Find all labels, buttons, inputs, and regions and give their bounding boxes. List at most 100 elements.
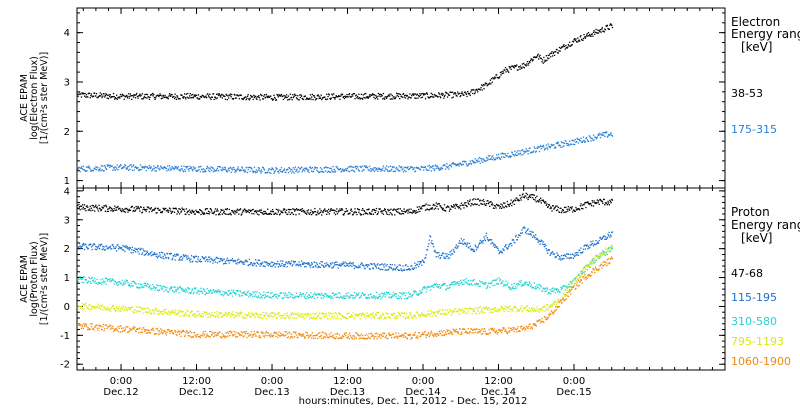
data-point <box>121 93 123 95</box>
data-point <box>344 95 346 97</box>
data-point <box>360 313 362 315</box>
data-point <box>529 282 531 284</box>
data-point <box>496 204 498 206</box>
data-point <box>145 311 147 313</box>
data-point <box>501 71 503 73</box>
data-point <box>102 309 104 311</box>
data-point <box>468 200 471 202</box>
data-point <box>329 262 332 264</box>
data-point <box>513 282 515 285</box>
y-tick-label: 4 <box>64 28 70 39</box>
data-point <box>256 296 259 299</box>
data-point <box>175 207 177 209</box>
data-point <box>144 250 146 252</box>
data-point <box>185 288 187 290</box>
data-point <box>314 96 316 98</box>
data-point <box>379 93 381 95</box>
data-point <box>293 95 295 97</box>
data-point <box>311 263 313 265</box>
data-point <box>480 160 483 162</box>
data-point <box>188 213 190 216</box>
data-point <box>402 93 405 95</box>
data-point <box>365 212 367 214</box>
data-point <box>474 161 476 163</box>
data-point <box>596 243 598 245</box>
data-point <box>105 277 108 280</box>
data-point <box>481 240 483 242</box>
data-point <box>122 209 125 211</box>
data-point <box>487 285 489 287</box>
data-point <box>275 167 277 169</box>
data-point <box>123 98 125 100</box>
data-point <box>279 292 281 294</box>
data-point <box>201 256 203 258</box>
data-point <box>271 265 273 268</box>
data-point <box>377 213 379 215</box>
data-point <box>181 167 183 170</box>
data-point <box>382 264 385 266</box>
data-point <box>259 209 261 211</box>
data-point <box>268 314 271 317</box>
data-point <box>207 316 210 318</box>
data-point <box>351 169 354 171</box>
data-point <box>546 146 548 149</box>
data-point <box>287 294 289 296</box>
data-point <box>604 204 606 206</box>
data-point <box>199 209 201 211</box>
data-point <box>167 211 169 213</box>
data-point <box>363 93 366 95</box>
data-point <box>572 143 575 145</box>
data-point <box>583 272 585 274</box>
data-point <box>298 99 300 101</box>
data-point <box>609 133 612 135</box>
data-point <box>175 289 177 291</box>
data-point <box>484 203 486 205</box>
data-point <box>343 214 345 216</box>
data-point <box>298 170 300 172</box>
data-point <box>274 313 276 315</box>
data-point <box>584 202 586 204</box>
data-point <box>148 287 150 289</box>
data-point <box>455 282 457 284</box>
data-point <box>99 95 101 97</box>
data-point <box>470 248 473 250</box>
data-point <box>308 171 310 174</box>
data-point <box>147 307 149 309</box>
data-point <box>100 305 103 307</box>
data-point <box>343 97 345 100</box>
data-point <box>192 210 194 212</box>
data-point <box>127 211 129 213</box>
data-point <box>335 210 337 213</box>
data-point <box>209 313 211 315</box>
data-point <box>177 287 179 289</box>
data-point <box>550 252 552 254</box>
data-point <box>143 208 145 210</box>
data-point <box>151 170 153 172</box>
data-point <box>414 170 417 172</box>
data-point <box>280 264 283 267</box>
data-point <box>97 303 100 305</box>
data-point <box>148 96 150 98</box>
data-point <box>418 95 420 98</box>
data-point <box>562 142 564 144</box>
data-point <box>112 279 115 281</box>
data-point <box>153 96 156 99</box>
data-point <box>587 248 589 250</box>
data-point <box>201 316 203 318</box>
data-point <box>145 252 147 255</box>
data-point <box>263 210 265 213</box>
data-point <box>144 254 147 256</box>
data-point <box>331 169 333 171</box>
data-point <box>563 211 565 214</box>
data-point <box>590 35 592 37</box>
data-point <box>489 205 491 207</box>
data-point <box>235 170 237 173</box>
data-point <box>420 313 422 316</box>
data-point <box>410 208 412 210</box>
data-point <box>240 214 242 216</box>
data-point <box>102 248 105 250</box>
data-point <box>251 212 253 215</box>
data-point <box>78 242 81 245</box>
data-point <box>270 172 272 174</box>
data-point <box>186 96 188 98</box>
